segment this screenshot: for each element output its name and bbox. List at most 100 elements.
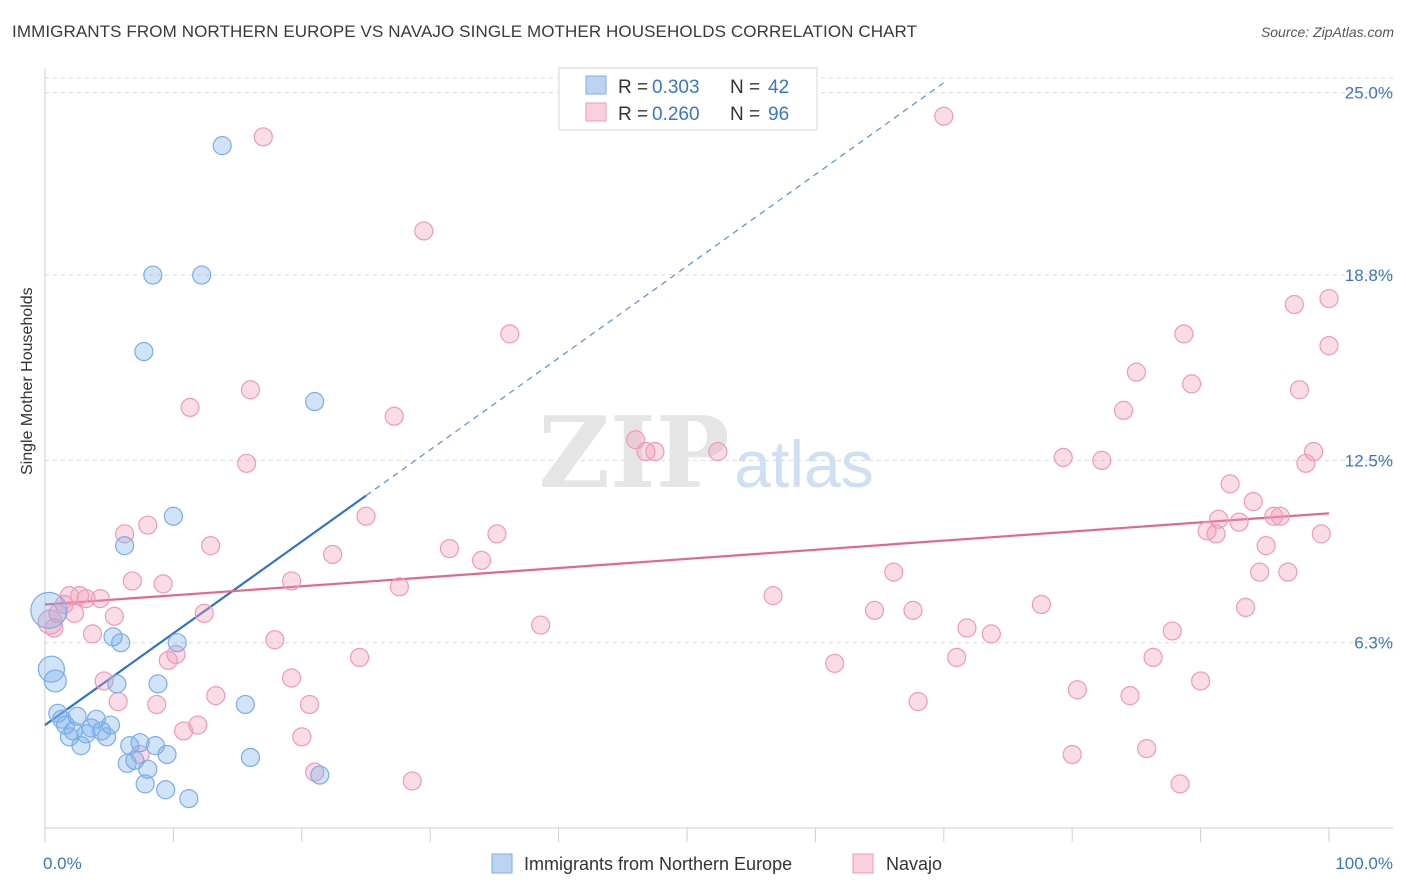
navajo-point: [414, 221, 434, 241]
northern-europe-point: [305, 391, 325, 412]
navajo-point: [1208, 509, 1229, 529]
y-axis-label: Single Mother Households: [19, 287, 37, 475]
navajo-point: [240, 380, 261, 400]
northern-europe-point: [135, 774, 155, 794]
y-tick-label: 25.0%: [1345, 84, 1393, 103]
navajo-point: [356, 506, 376, 526]
chart-source: Source: ZipAtlas.com: [1260, 24, 1394, 40]
navajo-point: [90, 588, 110, 609]
legend-n-value-1: 42: [768, 77, 789, 98]
northern-europe-point: [37, 655, 66, 683]
northern-europe-point: [240, 747, 261, 768]
northern-europe-point: [310, 765, 330, 785]
navajo-point: [1137, 738, 1157, 759]
northern-europe-point: [43, 669, 67, 693]
northern-europe-point: [67, 706, 87, 726]
navajo-point: [281, 668, 302, 688]
navajo-point: [531, 615, 551, 635]
navajo-point: [188, 715, 208, 735]
navajo-point: [1170, 774, 1190, 794]
series-legend: Immigrants from Northern Europe Navajo: [491, 853, 942, 874]
navajo-point: [1319, 288, 1339, 309]
y-tick-label: 6.3%: [1354, 634, 1393, 653]
navajo-point: [104, 606, 124, 626]
navajo-point: [384, 406, 404, 426]
axes: [44, 68, 1393, 842]
northern-europe-point: [107, 674, 127, 694]
northern-europe-point: [76, 724, 96, 744]
navajo-point: [864, 600, 885, 620]
watermark-atlas: atlas: [734, 427, 873, 501]
legend-r-value-2: 0.260: [652, 104, 700, 125]
northern-europe-point: [148, 674, 168, 694]
northern-europe-point: [71, 736, 91, 756]
navajo-point: [957, 618, 977, 638]
blue-trend-line: [44, 494, 367, 726]
northern-europe-point: [163, 506, 183, 526]
navajo-point: [1220, 474, 1240, 494]
navajo-point: [253, 127, 273, 147]
x-tick-label-max: 100.0%: [1335, 854, 1393, 873]
y-tick-label: 12.5%: [1345, 451, 1393, 470]
navajo-point: [1113, 400, 1134, 420]
navajo-point: [500, 324, 520, 344]
northern-europe-point: [143, 265, 163, 285]
navajo-point: [201, 536, 221, 556]
navajo-point: [1206, 524, 1226, 544]
navajo-points: [37, 106, 1339, 794]
navajo-point: [122, 571, 142, 591]
legend-r-label-1: R =: [618, 77, 648, 98]
navajo-point: [389, 577, 409, 597]
navajo-point: [1190, 671, 1211, 691]
navajo-point: [158, 650, 178, 670]
navajo-point: [402, 771, 422, 791]
chart-title: IMMIGRANTS FROM NORTHERN EUROPE VS NAVAJ…: [12, 22, 918, 41]
navajo-point: [194, 603, 214, 623]
northern-europe-point: [212, 136, 232, 156]
legend-r-value-1: 0.303: [652, 77, 700, 98]
navajo-point: [1143, 647, 1163, 668]
northern-europe-point: [192, 265, 212, 285]
northern-europe-point: [100, 715, 121, 735]
northern-europe-point: [179, 788, 199, 809]
navajo-point: [1311, 524, 1331, 544]
navajo-point: [153, 574, 173, 594]
northern-europe-point: [138, 759, 158, 779]
navajo-point: [645, 441, 665, 462]
navajo-point: [1120, 686, 1140, 706]
navajo-point: [1256, 536, 1276, 556]
watermark-zip: ZIP: [538, 396, 729, 511]
navajo-point: [64, 603, 85, 623]
navajo-point: [323, 544, 343, 565]
navajo-point: [305, 762, 325, 782]
navajo-point: [708, 441, 728, 462]
trend-lines: [44, 82, 1330, 726]
navajo-point: [1229, 512, 1249, 532]
northern-europe-point: [86, 709, 106, 729]
northern-europe-point: [115, 536, 135, 556]
navajo-point: [1289, 380, 1310, 400]
y-tick-label: 18.8%: [1345, 266, 1393, 285]
northern-europe-point: [103, 627, 123, 647]
tick-labels: 6.3% 12.5% 18.8% 25.0% 0.0% 100.0%: [43, 84, 1393, 873]
navajo-point: [1250, 562, 1270, 582]
navajo-point: [292, 727, 312, 747]
northern-europe-points: [30, 136, 330, 809]
navajo-point: [1296, 453, 1316, 473]
navajo-point: [1270, 506, 1290, 526]
navajo-point: [1278, 562, 1298, 582]
navajo-point: [1235, 597, 1256, 618]
navajo-point: [1243, 491, 1263, 512]
northern-europe-point: [30, 591, 68, 629]
navajo-point: [108, 691, 128, 712]
legend-n-value-2: 96: [768, 104, 789, 125]
navajo-point: [884, 562, 904, 582]
navajo-point: [76, 588, 96, 609]
northern-europe-point: [157, 744, 177, 765]
gridlines: [45, 77, 1393, 644]
x-tick-label-min: 0.0%: [43, 854, 82, 873]
navajo-point: [147, 694, 167, 715]
correlation-legend: R = 0.303 N = 42 R = 0.260 N = 96: [558, 67, 818, 131]
navajo-point: [908, 691, 928, 712]
bottom-legend-swatch-blue: [491, 853, 513, 874]
